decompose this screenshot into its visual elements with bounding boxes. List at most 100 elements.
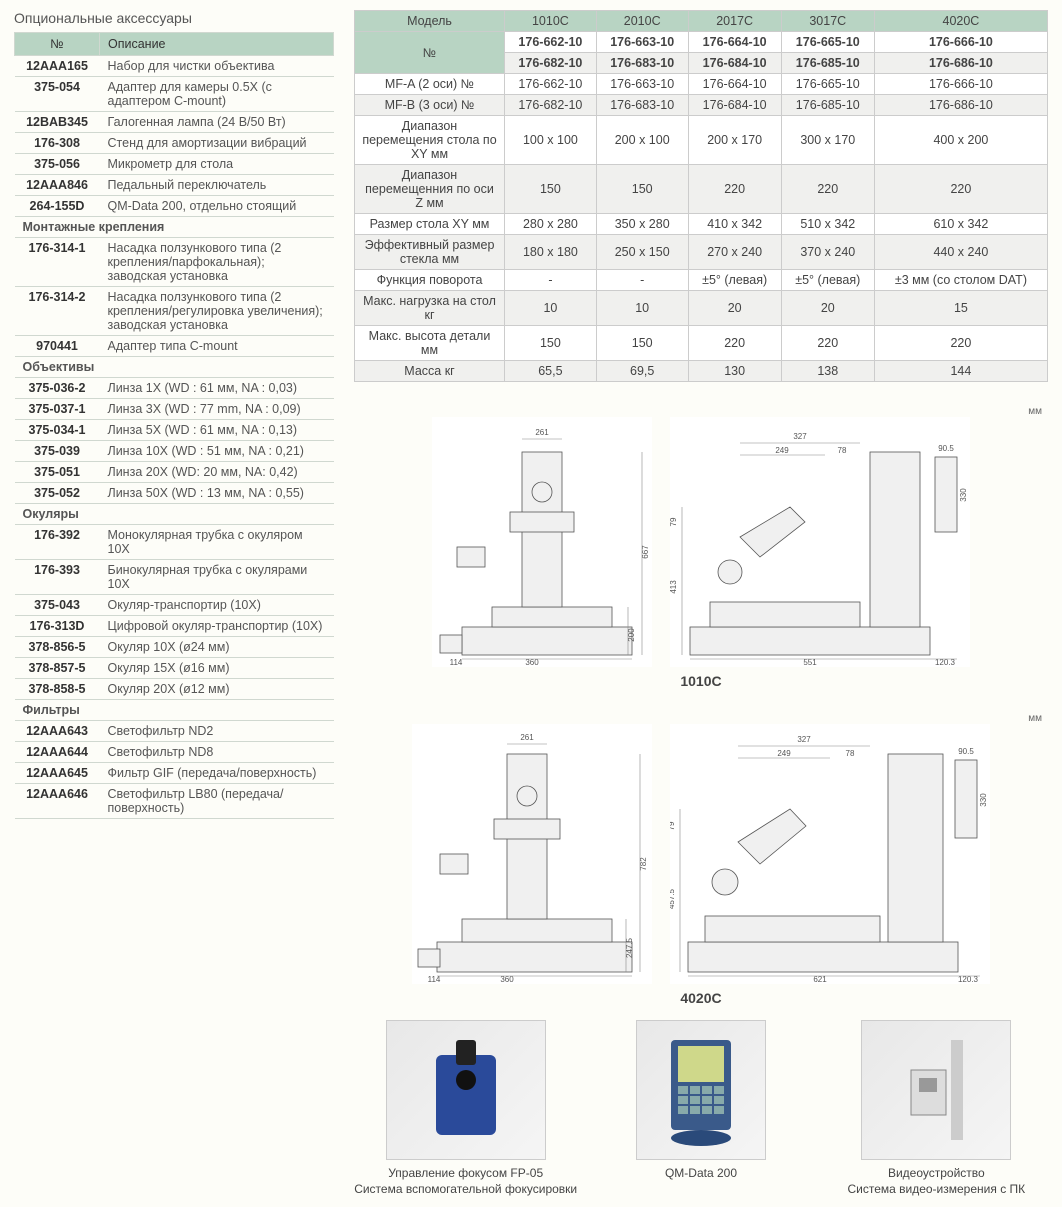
table-row: 375-037-1Линза 3X (WD : 77 mm, NA : 0,09…	[15, 399, 334, 420]
spec-cell: 65,5	[505, 361, 597, 382]
acc-desc: Линза 10X (WD : 51 мм, NA : 0,21)	[100, 441, 334, 462]
spec-cell: 180 x 180	[505, 235, 597, 270]
acc-num: 12AAA644	[15, 742, 100, 763]
acc-desc: Светофильтр LB80 (передача/поверхность)	[100, 784, 334, 819]
spec-cell: 176-684-10	[688, 53, 781, 74]
cap-2-sub: Система видео-измерения с ПК	[825, 1182, 1048, 1198]
table-row: 378-858-5Окуляр 20X (ø12 мм)	[15, 679, 334, 700]
acc-num: 176-308	[15, 133, 100, 154]
spec-cell: 440 x 240	[874, 235, 1047, 270]
acc-num: 12AAA643	[15, 721, 100, 742]
spec-cell: 176-683-10	[596, 95, 688, 116]
table-row: Диапазон перемещенния по оси Z мм1501502…	[355, 165, 1048, 214]
acc-desc: Педальный переключатель	[100, 175, 334, 196]
spec-cell: 176-684-10	[688, 95, 781, 116]
acc-desc: Адаптер типа C-mount	[100, 336, 334, 357]
svg-text:330: 330	[979, 793, 988, 807]
acc-desc: Линза 3X (WD : 77 mm, NA : 0,09)	[100, 399, 334, 420]
table-row: MF-A (2 оси) №176-662-10176-663-10176-66…	[355, 74, 1048, 95]
svg-text:90.5: 90.5	[958, 747, 974, 756]
acc-desc: Галогенная лампа (24 В/50 Вт)	[100, 112, 334, 133]
acc-num: 12AAA165	[15, 56, 100, 77]
table-row: 12BAB345Галогенная лампа (24 В/50 Вт)	[15, 112, 334, 133]
spec-cell: 250 x 150	[596, 235, 688, 270]
acc-num: 12AAA645	[15, 763, 100, 784]
spec-row-label: MF-B (3 оси) №	[355, 95, 505, 116]
spec-cell: 176-665-10	[781, 32, 874, 53]
spec-row-label: Макс. высота детали мм	[355, 326, 505, 361]
spec-cell: 220	[688, 326, 781, 361]
svg-text:330: 330	[959, 488, 968, 502]
acc-num: 12AAA646	[15, 784, 100, 819]
acc-desc: Насадка ползункового типа (2 крепления/п…	[100, 238, 334, 287]
acc-num: 378-856-5	[15, 637, 100, 658]
table-row: 176-313DЦифровой окуляр-транспортир (10Х…	[15, 616, 334, 637]
acc-num: 375-037-1	[15, 399, 100, 420]
table-row: 12AAA846Педальный переключатель	[15, 175, 334, 196]
svg-text:667: 667	[641, 545, 650, 559]
spec-model-0: 1010C	[505, 11, 597, 32]
spec-cell: 220	[874, 326, 1047, 361]
acc-header-desc: Описание	[100, 33, 334, 56]
spec-row-label: Макс. нагрузка на стол кг	[355, 291, 505, 326]
spec-cell: 610 x 342	[874, 214, 1047, 235]
acc-desc: Стенд для амортизации вибраций	[100, 133, 334, 154]
table-row: Эффективный размер стекла мм180 x 180250…	[355, 235, 1048, 270]
table-row: 12AAA165Набор для чистки объектива	[15, 56, 334, 77]
acc-desc: Светофильтр ND8	[100, 742, 334, 763]
spec-num-label: №	[355, 32, 505, 74]
spec-cell: 400 x 200	[874, 116, 1047, 165]
unit-label-1: мм	[354, 406, 1048, 417]
svg-text:360: 360	[500, 975, 514, 984]
table-row: Макс. высота детали мм150150220220220	[355, 326, 1048, 361]
svg-text:261: 261	[520, 733, 534, 742]
spec-cell: 220	[781, 165, 874, 214]
svg-text:261: 261	[535, 428, 549, 437]
acc-desc: Микрометр для стола	[100, 154, 334, 175]
svg-text:200: 200	[627, 628, 636, 642]
acc-desc: Линза 20X (WD: 20 мм, NA: 0,42)	[100, 462, 334, 483]
svg-text:78: 78	[838, 446, 847, 455]
svg-text:249: 249	[775, 446, 789, 455]
acc-desc: Монокулярная трубка с окуляром 10X	[100, 525, 334, 560]
photo-video	[861, 1020, 1011, 1160]
spec-cell: 130	[688, 361, 781, 382]
table-row: Размер стола XY мм280 x 280350 x 280410 …	[355, 214, 1048, 235]
spec-cell: 350 x 280	[596, 214, 688, 235]
spec-cell: 138	[781, 361, 874, 382]
svg-text:79: 79	[670, 821, 676, 830]
svg-text:457.5: 457.5	[670, 888, 676, 909]
spec-cell: 10	[596, 291, 688, 326]
svg-text:120.3: 120.3	[958, 975, 979, 984]
spec-row-label: Размер стола XY мм	[355, 214, 505, 235]
spec-cell: 176-683-10	[596, 53, 688, 74]
acc-desc: Линза 1X (WD : 61 мм, NA : 0,03)	[100, 378, 334, 399]
acc-num: 375-054	[15, 77, 100, 112]
spec-cell: 10	[505, 291, 597, 326]
acc-num: 12AAA846	[15, 175, 100, 196]
spec-cell: 220	[781, 326, 874, 361]
svg-text:247.5: 247.5	[625, 937, 634, 958]
acc-header-num: №	[15, 33, 100, 56]
svg-text:114: 114	[450, 658, 463, 667]
spec-cell: 150	[596, 326, 688, 361]
product-photos: Управление фокусом FP-05 Система вспомог…	[354, 1020, 1048, 1197]
table-row: 375-036-2Линза 1X (WD : 61 мм, NA : 0,03…	[15, 378, 334, 399]
spec-model-3: 3017C	[781, 11, 874, 32]
acc-desc: Светофильтр ND2	[100, 721, 334, 742]
spec-cell: 176-662-10	[505, 74, 597, 95]
table-row: 375-056Микрометр для стола	[15, 154, 334, 175]
spec-cell: 150	[505, 326, 597, 361]
acc-num: 378-858-5	[15, 679, 100, 700]
spec-cell: 176-665-10	[781, 74, 874, 95]
spec-cell: ±5° (левая)	[688, 270, 781, 291]
acc-desc: Фильтр GIF (передача/поверхность)	[100, 763, 334, 784]
acc-desc: Окуляр 20X (ø12 мм)	[100, 679, 334, 700]
spec-cell: 150	[505, 165, 597, 214]
table-row: 12AAA645Фильтр GIF (передача/поверхность…	[15, 763, 334, 784]
spec-cell: 176-682-10	[505, 95, 597, 116]
spec-model-2: 2017C	[688, 11, 781, 32]
table-row: 264-155DQM-Data 200, отдельно стоящий	[15, 196, 334, 217]
acc-desc: Линза 50X (WD : 13 мм, NA : 0,55)	[100, 483, 334, 504]
spec-cell: 270 x 240	[688, 235, 781, 270]
